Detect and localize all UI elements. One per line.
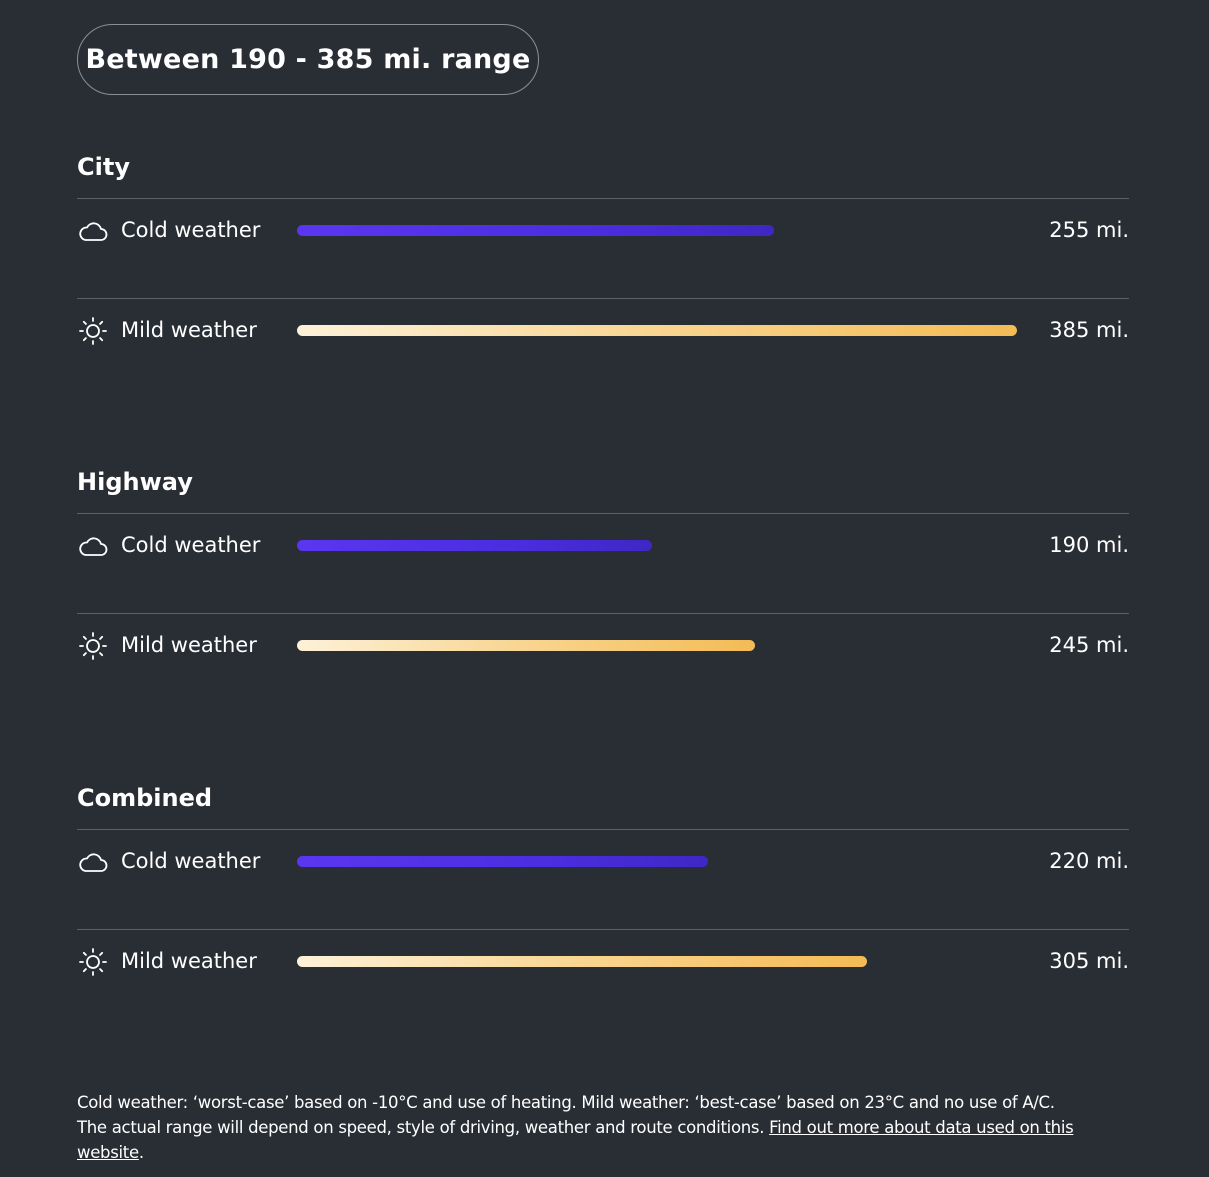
range-summary-text: Between 190 - 385 mi. range xyxy=(85,44,531,75)
sun-icon xyxy=(79,317,107,345)
mild-range-bar xyxy=(297,640,755,651)
mild-range-bar xyxy=(297,325,1017,336)
cold-range-bar xyxy=(297,856,708,867)
row-label: Cold weather xyxy=(121,533,261,557)
range-section-highway: Highway Cold weather 190 mi. Mild weather 24… xyxy=(77,467,1129,713)
range-value: 305 mi. xyxy=(1049,949,1129,973)
range-section-city: City Cold weather 255 mi. Mild weather 385 m… xyxy=(77,152,1129,398)
sun-icon xyxy=(79,948,107,976)
sun-icon xyxy=(79,632,107,660)
cloud-icon xyxy=(79,537,108,556)
cloud-icon xyxy=(79,853,108,872)
row-label: Mild weather xyxy=(121,949,257,973)
range-value: 385 mi. xyxy=(1049,318,1129,342)
data-info-link[interactable]: Find out more about data used on this we… xyxy=(77,1118,1074,1162)
row-label: Cold weather xyxy=(121,218,261,242)
range-value: 220 mi. xyxy=(1049,849,1129,873)
range-value: 190 mi. xyxy=(1049,533,1129,557)
mild-weather-row: Mild weather 245 mi. xyxy=(77,613,1129,713)
footnote-end: . xyxy=(138,1143,144,1162)
range-section-combined: Combined Cold weather 220 mi. Mild weather 3… xyxy=(77,783,1129,1029)
range-summary-pill: Between 190 - 385 mi. range xyxy=(77,24,539,95)
row-label: Mild weather xyxy=(121,633,257,657)
mild-range-bar xyxy=(297,956,867,967)
row-label: Cold weather xyxy=(121,849,261,873)
footnote-line-2: The actual range will depend on speed, s… xyxy=(77,1118,770,1137)
footnote: Cold weather: ‘worst-case’ based on -10°… xyxy=(77,1090,1137,1165)
section-title: Combined xyxy=(77,784,213,812)
cold-weather-row: Cold weather 190 mi. xyxy=(77,513,1129,613)
range-value: 245 mi. xyxy=(1049,633,1129,657)
mild-weather-row: Mild weather 305 mi. xyxy=(77,929,1129,1029)
cold-weather-row: Cold weather 255 mi. xyxy=(77,198,1129,298)
footnote-line-1: Cold weather: ‘worst-case’ based on -10°… xyxy=(77,1093,1055,1112)
range-value: 255 mi. xyxy=(1049,218,1129,242)
row-label: Mild weather xyxy=(121,318,257,342)
cold-weather-row: Cold weather 220 mi. xyxy=(77,829,1129,929)
section-title: City xyxy=(77,153,130,181)
mild-weather-row: Mild weather 385 mi. xyxy=(77,298,1129,398)
cold-range-bar xyxy=(297,540,652,551)
cloud-icon xyxy=(79,222,108,241)
section-title: Highway xyxy=(77,468,193,496)
cold-range-bar xyxy=(297,225,774,236)
